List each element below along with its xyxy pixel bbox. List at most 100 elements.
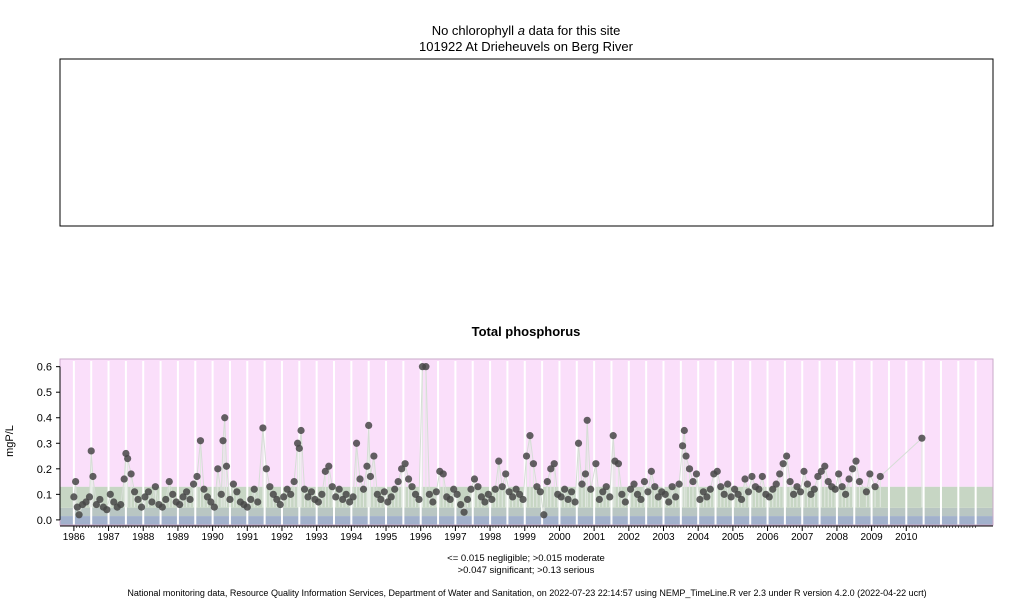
data-point: [266, 483, 274, 491]
data-point: [259, 424, 267, 432]
data-point: [765, 493, 773, 501]
y-tick-label: 0.6: [37, 362, 52, 374]
top-panel-message: No chlorophyll a data for this site: [432, 23, 621, 38]
data-point: [106, 490, 114, 498]
data-point: [141, 493, 149, 501]
data-point: [290, 477, 298, 486]
band-negligible: [60, 516, 993, 525]
x-tick-label: 1988: [132, 532, 155, 543]
data-point: [162, 495, 170, 504]
data-point: [250, 485, 258, 493]
data-point: [339, 495, 347, 504]
data-point: [297, 426, 305, 435]
data-point: [415, 495, 423, 504]
data-point: [689, 477, 697, 486]
data-point: [453, 490, 461, 498]
data-point: [75, 511, 83, 519]
x-tick-label: 2002: [618, 532, 641, 543]
data-point: [502, 470, 510, 478]
data-point: [581, 470, 590, 478]
x-tick-label: 1998: [479, 532, 502, 543]
data-point: [269, 490, 277, 498]
data-point: [800, 467, 808, 475]
data-point: [144, 488, 153, 496]
y-tick-label: 0.2: [37, 464, 52, 476]
data-point: [540, 511, 548, 519]
data-point: [855, 477, 864, 486]
data-point: [680, 426, 688, 435]
data-point: [283, 485, 291, 493]
data-point: [533, 483, 541, 491]
x-tick-label: 1989: [167, 532, 190, 543]
data-point: [783, 452, 791, 460]
data-point: [522, 452, 531, 460]
data-point: [755, 485, 763, 493]
data-point: [779, 460, 787, 468]
x-tick-label: 2004: [687, 532, 710, 543]
data-point: [614, 460, 623, 468]
data-point: [127, 470, 135, 478]
data-point: [110, 498, 118, 506]
data-point: [741, 475, 749, 483]
data-point: [845, 475, 853, 483]
data-point: [564, 495, 572, 504]
y-tick-label: 0.3: [37, 438, 52, 450]
data-point: [387, 493, 395, 501]
data-point: [219, 437, 227, 445]
data-point: [356, 475, 364, 483]
data-point: [359, 485, 368, 493]
data-point: [276, 500, 284, 509]
data-point: [637, 495, 645, 504]
data-point: [243, 503, 251, 511]
data-point: [207, 498, 215, 506]
data-point: [481, 498, 489, 506]
data-point: [422, 363, 430, 371]
footer-credit: National monitoring data, Resource Quali…: [127, 588, 926, 598]
data-point: [130, 488, 139, 496]
x-tick-label: 1992: [271, 532, 294, 543]
data-point: [786, 477, 794, 486]
data-point: [685, 465, 694, 473]
data-point: [470, 475, 479, 483]
data-point: [491, 485, 499, 493]
data-point: [335, 485, 343, 493]
data-point: [273, 495, 281, 504]
data-point: [217, 490, 225, 498]
x-tick-label: 1991: [236, 532, 259, 543]
data-point: [366, 472, 375, 481]
data-point: [706, 485, 714, 493]
x-tick-label: 1997: [444, 532, 467, 543]
data-point: [495, 457, 503, 465]
data-point: [852, 457, 860, 465]
data-point: [727, 493, 735, 501]
x-tick-label: 1999: [514, 532, 537, 543]
data-point: [96, 495, 104, 504]
data-point: [599, 488, 607, 496]
data-point: [214, 465, 222, 473]
data-point: [668, 483, 676, 491]
data-point: [314, 498, 322, 506]
data-point: [536, 488, 544, 496]
data-point: [621, 498, 629, 506]
y-tick-label: 0.1: [37, 489, 52, 501]
y-axis-label: mgP/L: [4, 425, 16, 457]
data-point: [789, 490, 798, 498]
data-point: [644, 488, 652, 496]
data-point: [196, 437, 205, 445]
x-tick-label: 1996: [410, 532, 433, 543]
data-point: [222, 462, 231, 470]
data-point: [543, 477, 551, 486]
data-point: [529, 460, 538, 468]
data-point: [300, 485, 309, 493]
data-point: [838, 483, 846, 491]
data-point: [408, 483, 416, 491]
data-point: [365, 421, 373, 429]
data-point: [380, 488, 388, 496]
data-point: [618, 490, 626, 498]
data-point: [654, 493, 662, 501]
data-point: [176, 500, 184, 509]
data-point: [571, 498, 579, 506]
data-point: [574, 439, 583, 447]
data-point: [703, 493, 711, 501]
x-tick-label: 2006: [756, 532, 779, 543]
